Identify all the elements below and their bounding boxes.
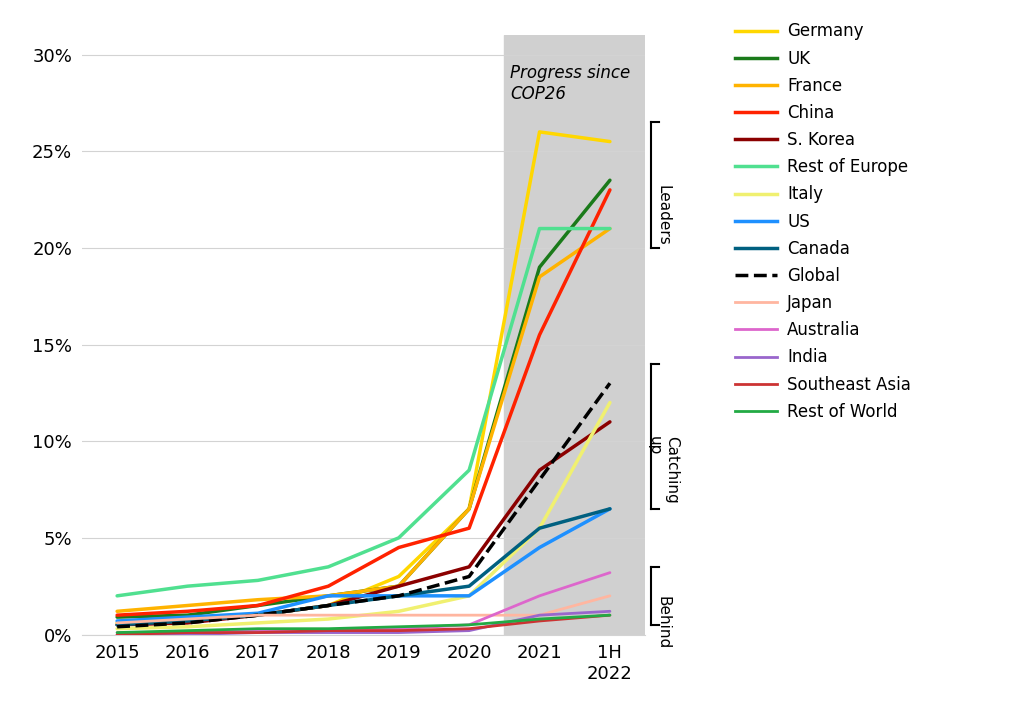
Text: Behind: Behind	[655, 596, 671, 649]
Text: Leaders: Leaders	[655, 185, 671, 246]
Text: Catching
up: Catching up	[647, 436, 679, 504]
Bar	[505, 35, 645, 634]
Text: Progress since
COP26: Progress since COP26	[510, 64, 630, 103]
Legend: Germany, UK, France, China, S. Korea, Rest of Europe, Italy, US, Canada, Global,: Germany, UK, France, China, S. Korea, Re…	[735, 23, 911, 421]
